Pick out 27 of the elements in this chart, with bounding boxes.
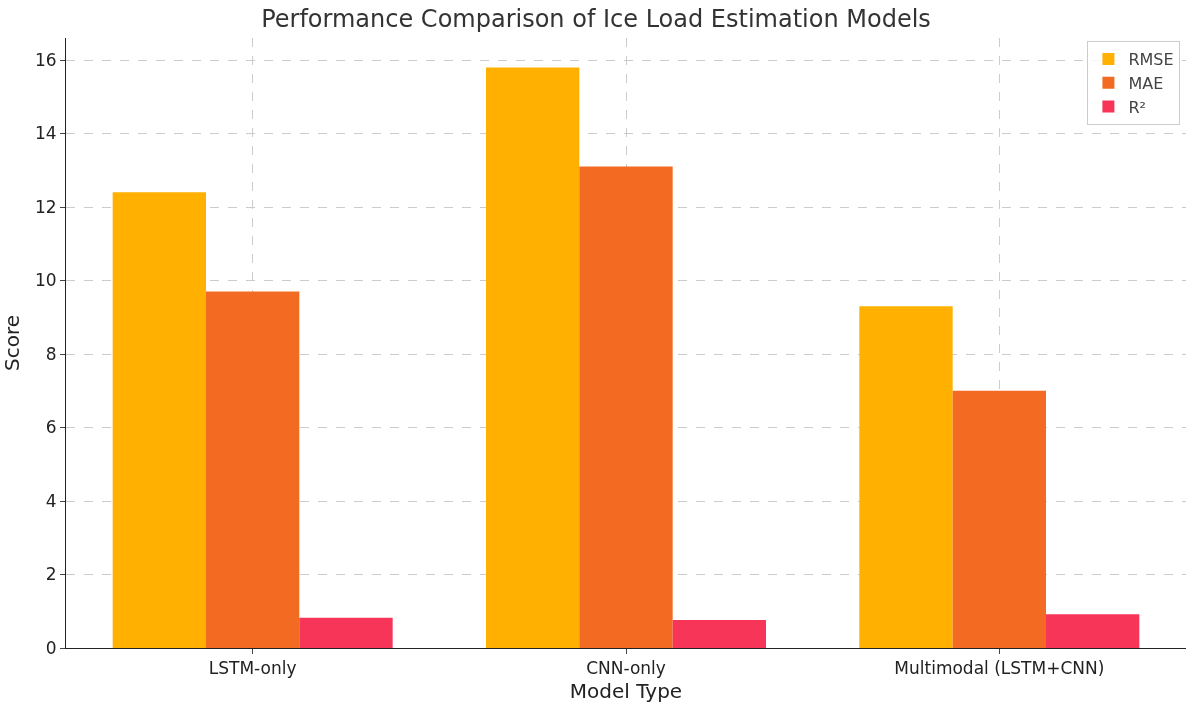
bar [1046,614,1140,648]
x-tick-label: LSTM-only [208,658,297,679]
y-tick-label: 10 [34,270,57,291]
y-tick-label: 12 [34,196,57,217]
bar [952,390,1046,648]
bar [299,617,393,648]
legend-label: R² [1128,97,1146,117]
x-tick-label: Multimodal (LSTM+CNN) [894,658,1105,679]
y-tick-label: 0 [45,637,57,658]
chart-title: Performance Comparison of Ice Load Estimation Models [261,5,931,34]
y-tick-label: 2 [45,564,57,585]
bar [206,291,300,648]
legend-label: MAE [1128,73,1164,93]
y-tick-label: 6 [45,417,57,438]
y-tick-label: 16 [34,50,57,70]
y-tick-label: 4 [45,490,57,511]
x-tick-label: CNN-only [586,658,666,679]
bar [859,306,953,648]
x-axis-title: Model Type [569,678,683,703]
y-tick-label: 14 [34,123,57,144]
y-axis-title: Score [0,314,24,372]
bar [672,620,766,648]
bar [112,192,206,648]
legend-label: RMSE [1128,50,1174,70]
bar [579,166,673,648]
bar [486,67,580,648]
y-tick-label: 8 [45,343,57,364]
